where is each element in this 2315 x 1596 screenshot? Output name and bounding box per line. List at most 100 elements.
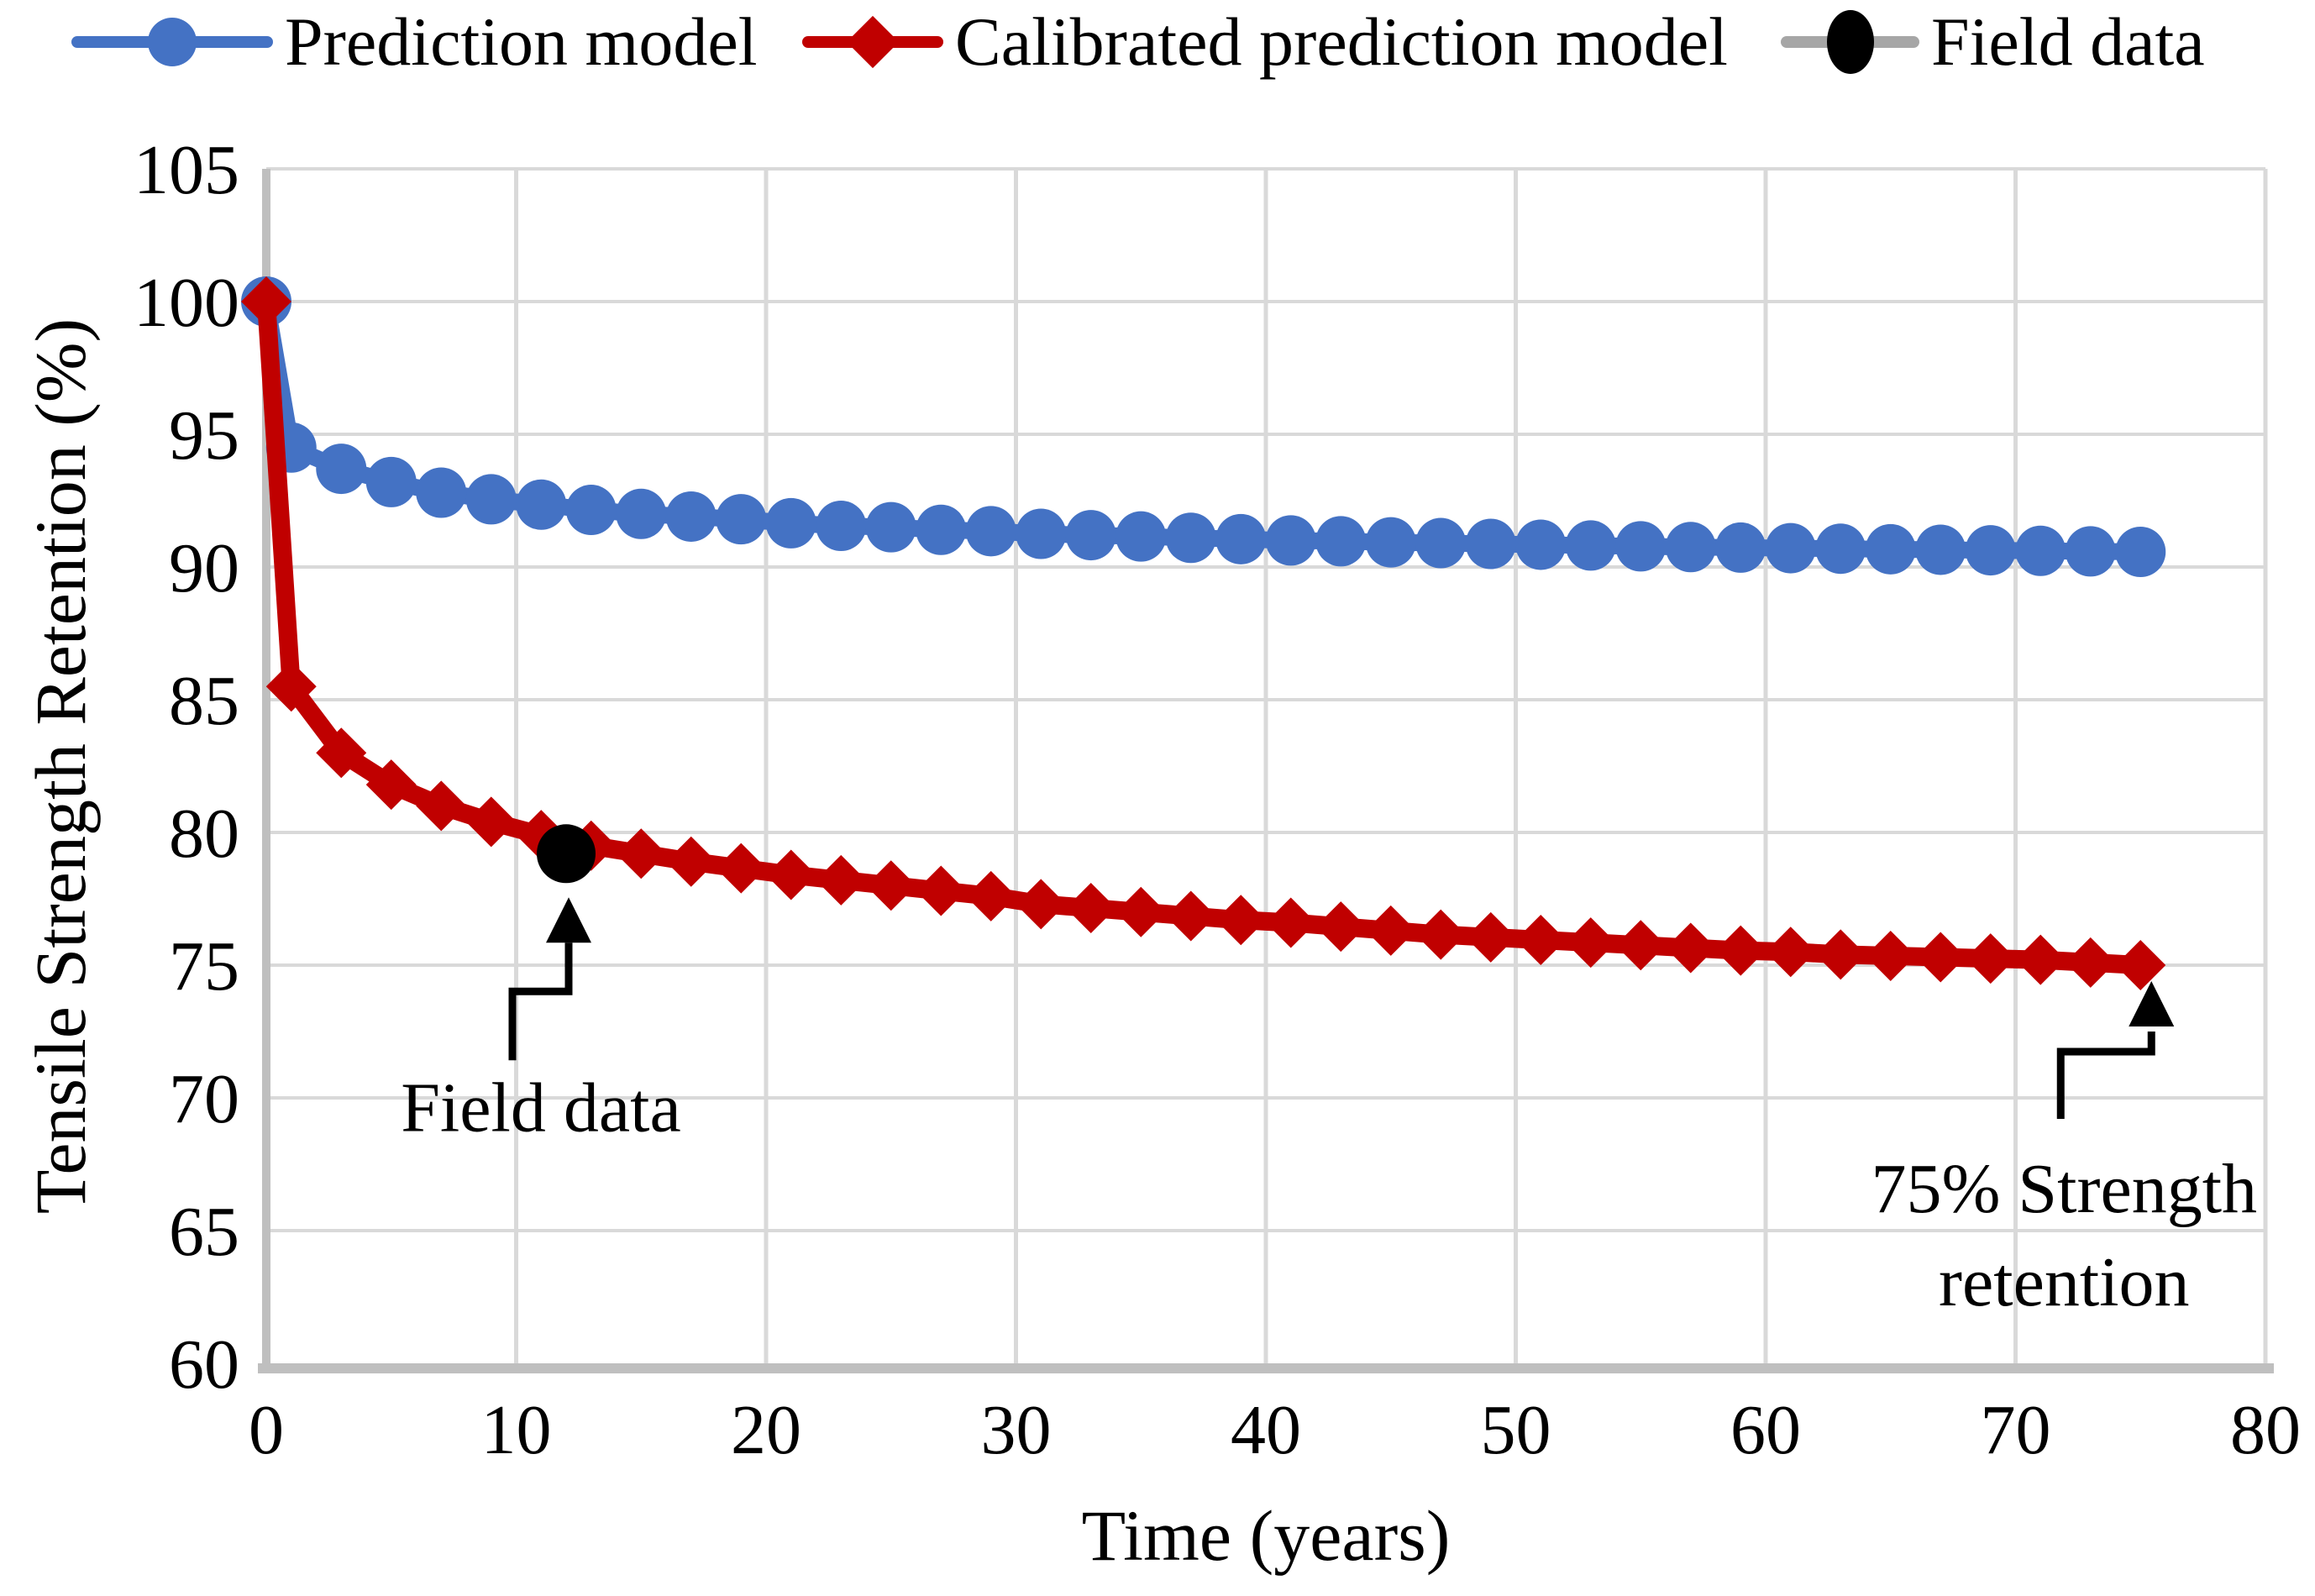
x-axis-title: Time (years)	[1081, 1495, 1451, 1576]
strength-retention-annotation-label: 75% Strength	[1871, 1150, 2257, 1228]
legend-label-field-data: Field data	[1931, 3, 2205, 80]
calibrated-prediction-model-marker	[865, 860, 916, 911]
y-tick-label: 100	[134, 264, 239, 342]
prediction-model-marker	[716, 494, 767, 545]
calibrated-model-legend-swatch	[802, 0, 943, 84]
prediction-model-marker	[965, 506, 1016, 557]
prediction-model-marker	[565, 485, 617, 536]
calibrated-prediction-model-marker	[316, 727, 367, 779]
legend-label-calibrated-prediction-model: Calibrated prediction model	[955, 3, 1728, 80]
calibrated-prediction-model-marker	[1365, 905, 1416, 956]
y-tick-label: 70	[169, 1060, 239, 1138]
calibrated-prediction-model-marker	[1765, 927, 1816, 978]
legend-label-prediction-model: Prediction model	[285, 3, 758, 80]
calibrated-prediction-model-marker	[1615, 920, 1667, 971]
field-data-marker-icon	[1826, 10, 1874, 74]
prediction-model-marker	[2015, 525, 2066, 576]
prediction-model-marker	[1815, 523, 1866, 575]
prediction-model-marker	[1016, 508, 1067, 559]
calibrated-prediction-model-marker	[765, 849, 816, 900]
y-tick-label: 75	[169, 927, 239, 1005]
calibrated-prediction-model-marker	[1116, 886, 1167, 937]
prediction-model-marker	[1465, 518, 1516, 570]
calibrated-prediction-model-marker	[516, 810, 567, 861]
strength-retention-annotation-label: retention	[1939, 1243, 2190, 1321]
prediction-model-marker	[1865, 523, 1916, 575]
calibrated-prediction-model-marker	[1465, 911, 1516, 963]
calibrated-prediction-model-marker	[2015, 934, 2066, 985]
x-tick-label: 80	[2230, 1391, 2301, 1469]
prediction-model-marker	[416, 467, 467, 518]
field-data-marker	[537, 824, 596, 884]
calibrated-prediction-model-marker	[1715, 925, 1766, 976]
calibrated-prediction-model-marker	[265, 661, 317, 712]
calibrated-prediction-model-marker	[1265, 897, 1316, 948]
calibrated-prediction-model-marker	[1665, 922, 1716, 974]
field-data-annotation-label: Field data	[401, 1068, 681, 1147]
prediction-model-marker	[516, 479, 567, 530]
x-tick-label: 0	[249, 1391, 284, 1469]
calibrated-prediction-model-marker	[665, 836, 717, 887]
prediction-model-marker	[1715, 522, 1766, 573]
y-tick-label: 95	[169, 396, 239, 475]
y-tick-label: 85	[169, 662, 239, 740]
strength-retention-annotation-arrowhead	[2129, 981, 2175, 1026]
prediction-model-marker	[1315, 516, 1367, 567]
calibrated-prediction-model-marker	[916, 865, 967, 916]
x-tick-label: 70	[1981, 1391, 2051, 1469]
legend-item-prediction-model: Prediction model	[71, 0, 758, 84]
prediction-model-marker	[1165, 512, 1216, 564]
calibrated-prediction-model-marker	[1315, 901, 1367, 953]
prediction-model-marker	[765, 497, 816, 549]
y-tick-label: 105	[134, 131, 239, 209]
calibrated-prediction-model-marker	[365, 759, 417, 811]
y-tick-label: 80	[169, 795, 239, 873]
x-tick-label: 60	[1730, 1391, 1801, 1469]
field-data-annotation-arrowhead	[546, 897, 591, 943]
y-tick-label: 65	[169, 1193, 239, 1271]
calibrated-prediction-model-marker	[1515, 914, 1567, 965]
prediction-model-marker	[1765, 522, 1816, 574]
calibrated-prediction-model-marker	[465, 796, 517, 848]
legend-item-calibrated-prediction-model: Calibrated prediction model	[802, 0, 1728, 84]
prediction-model-marker	[665, 491, 717, 542]
calibrated-prediction-model-marker	[965, 870, 1016, 921]
y-tick-label: 60	[169, 1326, 239, 1404]
calibrated-prediction-model-marker	[1065, 883, 1116, 934]
prediction-model-marker	[1365, 517, 1416, 568]
x-tick-label: 50	[1481, 1391, 1551, 1469]
strength-retention-annotation-arrow	[2056, 1032, 2155, 1119]
calibrated-prediction-model-marker	[1965, 933, 2016, 984]
circle-marker-icon	[148, 18, 197, 66]
calibrated-prediction-model-marker	[1415, 909, 1467, 960]
calibrated-prediction-model-marker	[1865, 930, 1916, 981]
calibrated-prediction-model-marker	[2115, 940, 2166, 990]
prediction-model-marker	[1515, 519, 1567, 570]
calibrated-prediction-model-marker	[1565, 917, 1616, 969]
prediction-model-marker	[1265, 515, 1316, 566]
prediction-model-marker	[816, 501, 867, 552]
calibrated-prediction-model-marker	[1215, 895, 1267, 946]
legend-item-field-data: Field data	[1781, 0, 2205, 84]
legend: Prediction model Calibrated prediction m…	[0, 0, 2315, 88]
calibrated-prediction-model-marker	[816, 854, 867, 906]
prediction-model-marker	[316, 444, 367, 495]
calibrated-prediction-model-marker	[2065, 937, 2116, 988]
prediction-model-legend-swatch	[71, 0, 273, 84]
prediction-model-marker	[1415, 517, 1467, 569]
field-data-legend-swatch	[1781, 0, 1919, 84]
prediction-model-marker	[1065, 510, 1116, 561]
calibrated-prediction-model-marker	[1915, 932, 1966, 983]
prediction-model-marker	[365, 456, 417, 507]
prediction-model-marker	[1915, 524, 1966, 575]
calibrated-prediction-model-marker	[416, 780, 467, 832]
prediction-model-marker	[616, 488, 667, 539]
x-tick-label: 30	[981, 1391, 1052, 1469]
prediction-model-marker	[1965, 525, 2016, 576]
prediction-model-marker	[916, 504, 967, 555]
prediction-model-marker	[1565, 520, 1616, 571]
x-tick-label: 10	[481, 1391, 552, 1469]
prediction-model-marker	[2065, 526, 2116, 577]
calibrated-prediction-model-marker	[1165, 890, 1216, 942]
